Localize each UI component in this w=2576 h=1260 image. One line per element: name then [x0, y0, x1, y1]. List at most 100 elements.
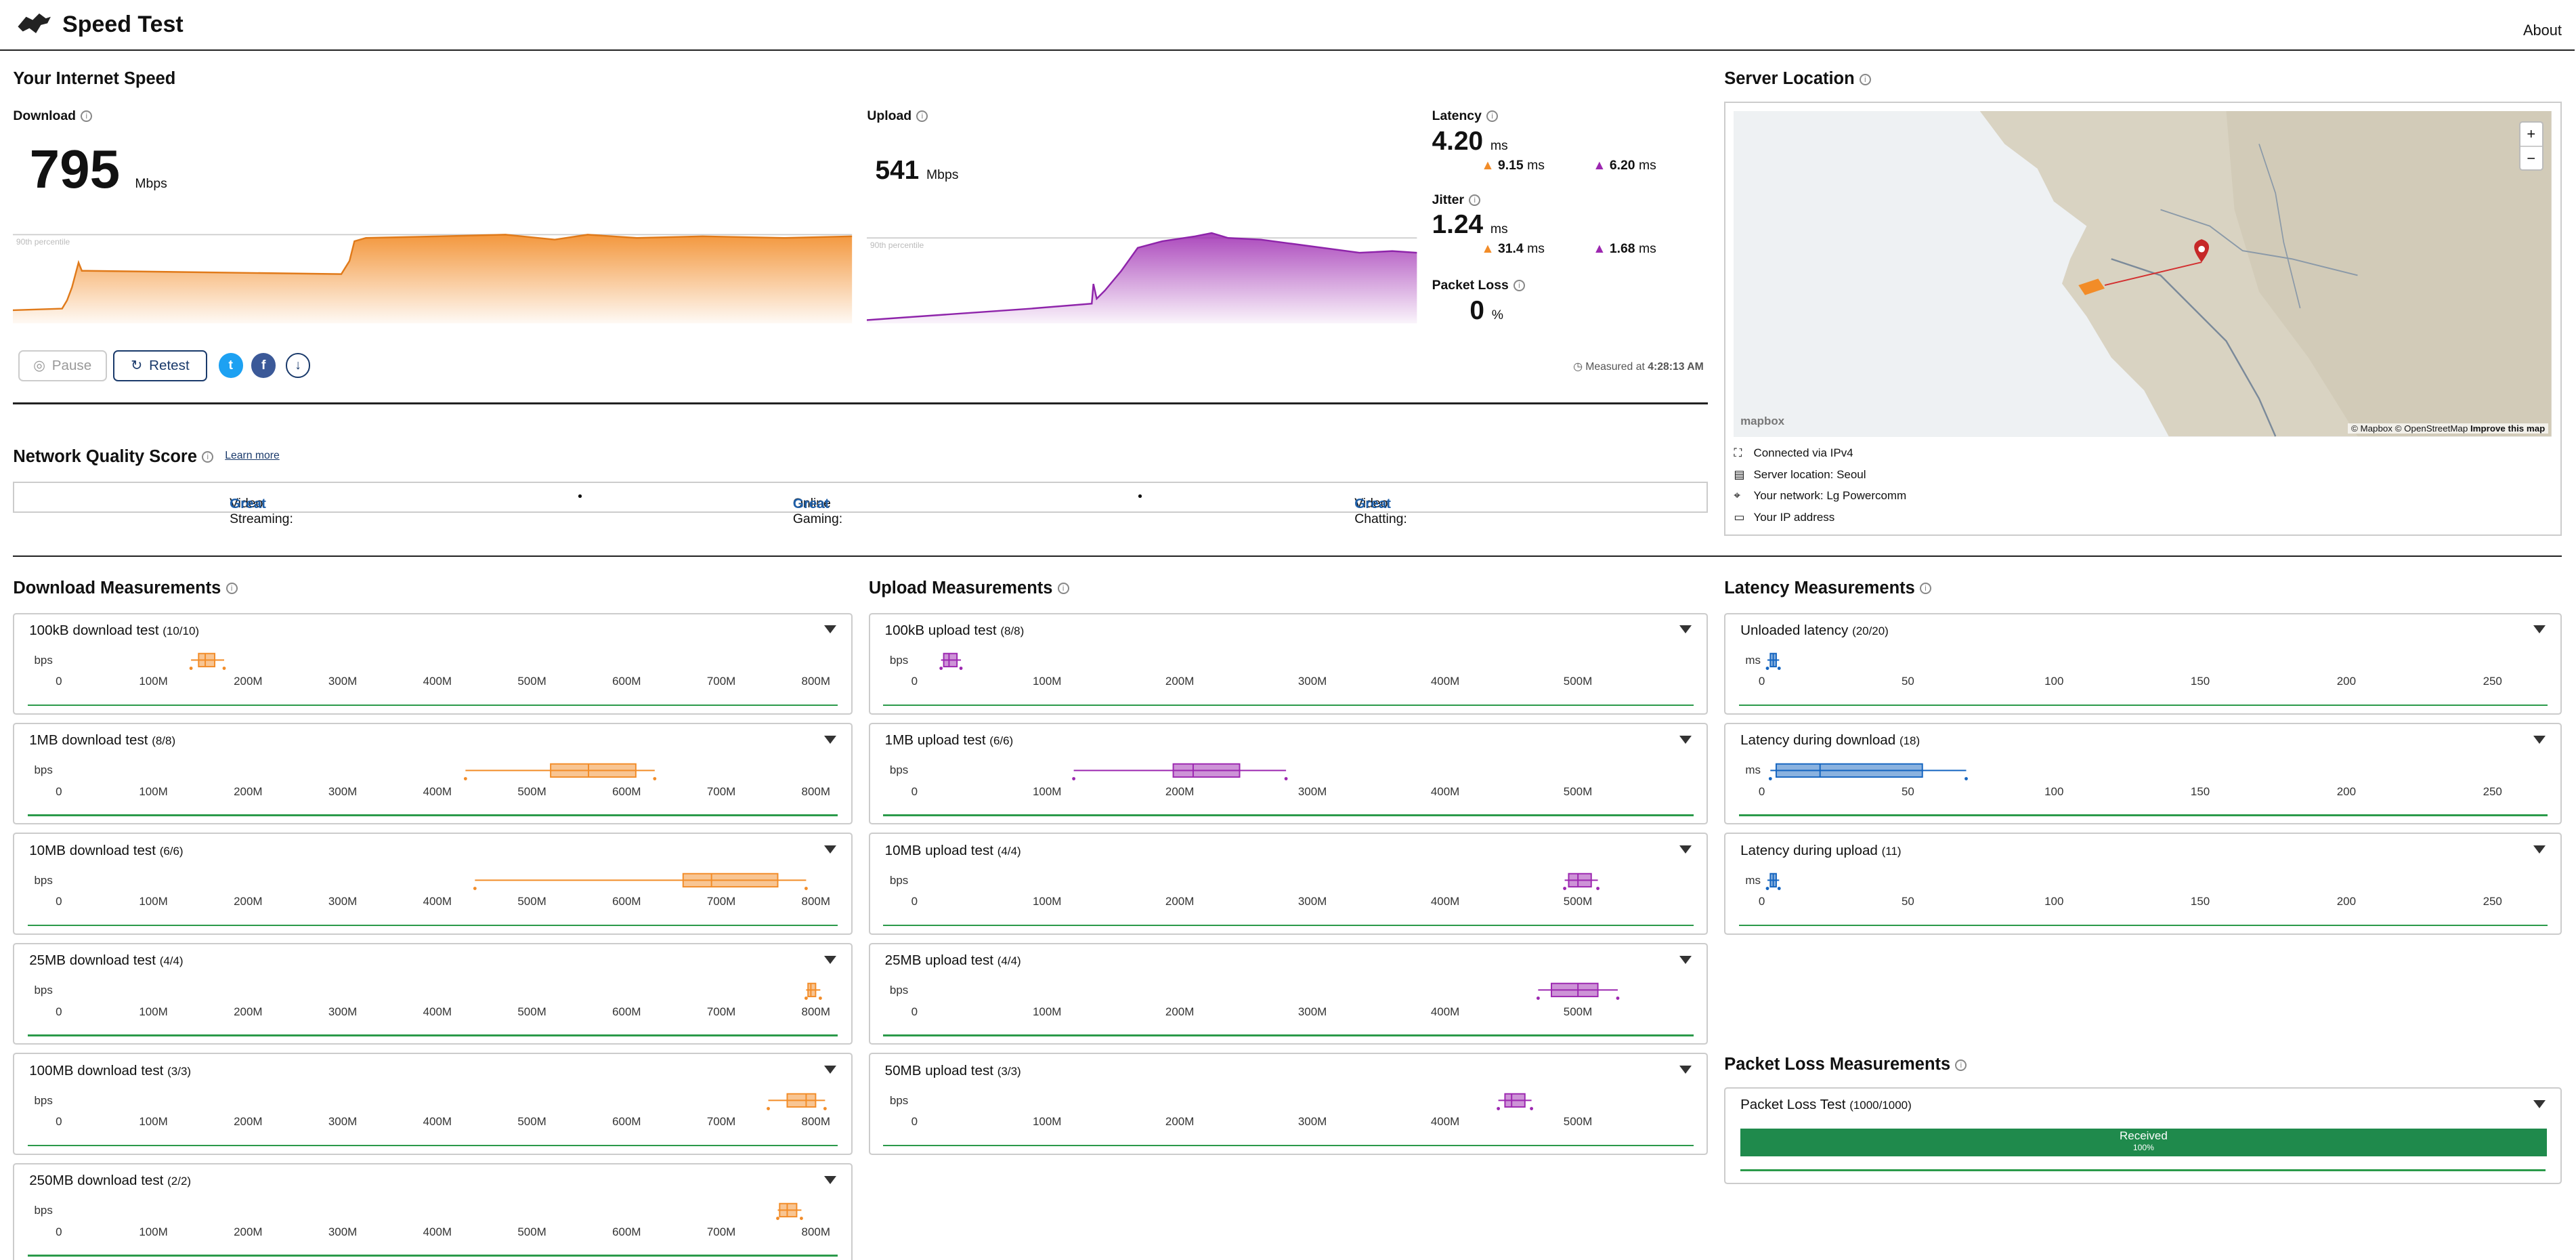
improve-map-link[interactable]: Improve this map: [2470, 423, 2546, 434]
chevron-down-icon[interactable]: [1679, 955, 1692, 964]
axis-tick-label: 200M: [234, 784, 263, 798]
chevron-down-icon[interactable]: [823, 625, 836, 634]
info-icon[interactable]: i: [1920, 583, 1931, 595]
download-results-icon[interactable]: ↓: [285, 353, 311, 378]
axis-tick-label: 600M: [612, 895, 641, 908]
baseline: [27, 1144, 838, 1147]
info-icon[interactable]: i: [81, 110, 93, 123]
info-icon[interactable]: i: [226, 583, 238, 595]
axis-tick-label: 800M: [801, 675, 831, 688]
chevron-down-icon[interactable]: [1679, 625, 1692, 634]
chevron-down-icon[interactable]: [823, 1175, 836, 1184]
latency-test-panel[interactable]: Latency during upload (11) ms 0 50 100 150 200…: [1724, 833, 2562, 935]
download-test-panel[interactable]: 250MB download test (2/2) bps 0 100M 200M 300…: [13, 1162, 853, 1260]
chevron-down-icon[interactable]: [823, 955, 836, 964]
info-icon[interactable]: i: [1859, 73, 1871, 85]
zoom-out-button[interactable]: −: [2527, 149, 2536, 167]
pause-button[interactable]: ◎ Pause: [18, 350, 107, 381]
chevron-down-icon[interactable]: [823, 735, 836, 744]
chevron-down-icon[interactable]: [2533, 625, 2546, 634]
chevron-down-icon[interactable]: [1679, 1066, 1692, 1074]
packet-loss-track: Received 100%: [1740, 1128, 2547, 1156]
axis-tick-label: 700M: [706, 1225, 736, 1238]
latency-measurements-heading: Latency Measurements i: [1724, 579, 1931, 598]
download-test-panel[interactable]: 100MB download test (3/3) bps 0 100M 200M 300…: [13, 1053, 853, 1155]
test-title: 1MB download test (8/8): [29, 732, 176, 749]
retest-icon: ↻: [131, 358, 143, 374]
unit-label: bps: [34, 1204, 53, 1217]
twitter-share-icon[interactable]: t: [218, 353, 243, 378]
measured-at: ◷ Measured at 4:28:13 AM: [1573, 361, 1704, 373]
info-icon[interactable]: i: [1057, 583, 1069, 595]
received-label: Received: [2120, 1129, 2168, 1142]
upload-test-panel[interactable]: 1MB upload test (6/6) bps 0 100M 200M 300M 400…: [868, 723, 1708, 825]
upload-test-panel[interactable]: 10MB upload test (4/4) bps 0 100M 200M 300M 40…: [868, 833, 1708, 935]
percentile-label: 90th percentile: [870, 240, 924, 250]
info-icon[interactable]: i: [1514, 280, 1526, 292]
connected-via: Connected via IPv4: [1753, 446, 1853, 460]
axis-tick-label: 300M: [1297, 1005, 1327, 1018]
chevron-down-icon[interactable]: [2533, 845, 2546, 854]
axis-tick-label: 500M: [517, 784, 546, 798]
download-test-panel[interactable]: 10MB download test (6/6) bps 0 100M 200M 300M…: [13, 833, 853, 935]
latency-test-panel[interactable]: Unloaded latency (20/20) ms 0 50 100 150 200 25…: [1724, 612, 2562, 715]
chevron-down-icon[interactable]: [1679, 735, 1692, 744]
ip-address: Your IP address: [1753, 510, 1835, 524]
axis-tick-label: 0: [56, 675, 62, 688]
download-test-panel[interactable]: 25MB download test (4/4) bps 0 100M 200M 300M…: [13, 942, 853, 1045]
facebook-share-icon[interactable]: f: [251, 353, 276, 378]
axis-tick-label: 500M: [1563, 675, 1593, 688]
chevron-down-icon[interactable]: [2533, 1100, 2546, 1109]
unit-label: bps: [34, 984, 53, 997]
unit-label: bps: [889, 653, 909, 667]
axis-tick-label: 400M: [423, 1115, 452, 1129]
upload-test-panel[interactable]: 50MB upload test (3/3) bps 0 100M 200M 300M 40…: [868, 1053, 1708, 1155]
axis-tick-label: 0: [56, 1225, 62, 1238]
speed-heading: Your Internet Speed: [13, 68, 176, 88]
about-link[interactable]: About: [2523, 21, 2562, 39]
zoom-in-button[interactable]: +: [2520, 123, 2542, 147]
baseline: [27, 704, 838, 707]
info-icon[interactable]: i: [1955, 1059, 1967, 1071]
baseline: [27, 924, 838, 927]
logo-icon: [18, 13, 51, 33]
info-icon[interactable]: i: [1469, 194, 1481, 207]
axis-tick-label: 100M: [139, 895, 168, 908]
download-test-panel[interactable]: 100kB download test (10/10) bps 0 100M 200M 3…: [13, 612, 853, 715]
mapbox-logo[interactable]: mapbox: [1740, 415, 1785, 428]
baseline: [27, 1034, 838, 1036]
axis-tick-label: 100M: [1032, 1005, 1062, 1018]
axis-tick-label: 700M: [706, 784, 736, 798]
packet-loss-label: Packet Loss i: [1432, 278, 1526, 293]
upload-test-panel[interactable]: 100kB upload test (8/8) bps 0 100M 200M 300M 4…: [868, 612, 1708, 715]
box-plot: [804, 983, 823, 1001]
server-icon: ▤: [1734, 467, 1745, 481]
chevron-down-icon[interactable]: [1679, 845, 1692, 854]
baseline: [27, 1255, 838, 1257]
learn-more-link[interactable]: Learn more: [225, 450, 280, 462]
unit-label: ms: [1745, 653, 1761, 667]
info-icon[interactable]: i: [202, 451, 214, 463]
download-test-panel[interactable]: 1MB download test (8/8) bps 0 100M 200M 300M 4…: [13, 723, 853, 825]
axis-tick-label: 0: [56, 895, 62, 908]
axis-tick-label: 200M: [234, 1225, 263, 1238]
test-title: 100MB download test (3/3): [29, 1062, 192, 1078]
test-title: 25MB upload test (4/4): [884, 952, 1021, 969]
axis-tick-label: 250: [2483, 675, 2502, 688]
axis-tick-label: 200M: [1165, 895, 1195, 908]
map-attribution: © Mapbox © OpenStreetMap Improve this ma…: [2348, 423, 2549, 434]
latency-test-panel[interactable]: Latency during download (18) ms 0 50 100 150 2…: [1724, 723, 2562, 825]
box-plot: [1765, 652, 1781, 670]
chevron-down-icon[interactable]: [823, 1066, 836, 1074]
info-icon[interactable]: i: [1486, 110, 1499, 123]
axis-tick-label: 0: [56, 1005, 62, 1018]
axis-tick-label: 200M: [234, 895, 263, 908]
upload-test-panel[interactable]: 25MB upload test (4/4) bps 0 100M 200M 300M 40…: [868, 942, 1708, 1045]
info-icon[interactable]: i: [916, 110, 928, 123]
retest-button[interactable]: ↻ Retest: [113, 350, 207, 381]
chevron-down-icon[interactable]: [2533, 735, 2546, 744]
axis-tick-label: 100M: [139, 784, 168, 798]
chevron-down-icon[interactable]: [823, 845, 836, 854]
server-map[interactable]: + − mapbox © Mapbox © OpenStreetMap Impro…: [1734, 111, 2552, 437]
clock-icon: ◷: [1573, 361, 1583, 373]
